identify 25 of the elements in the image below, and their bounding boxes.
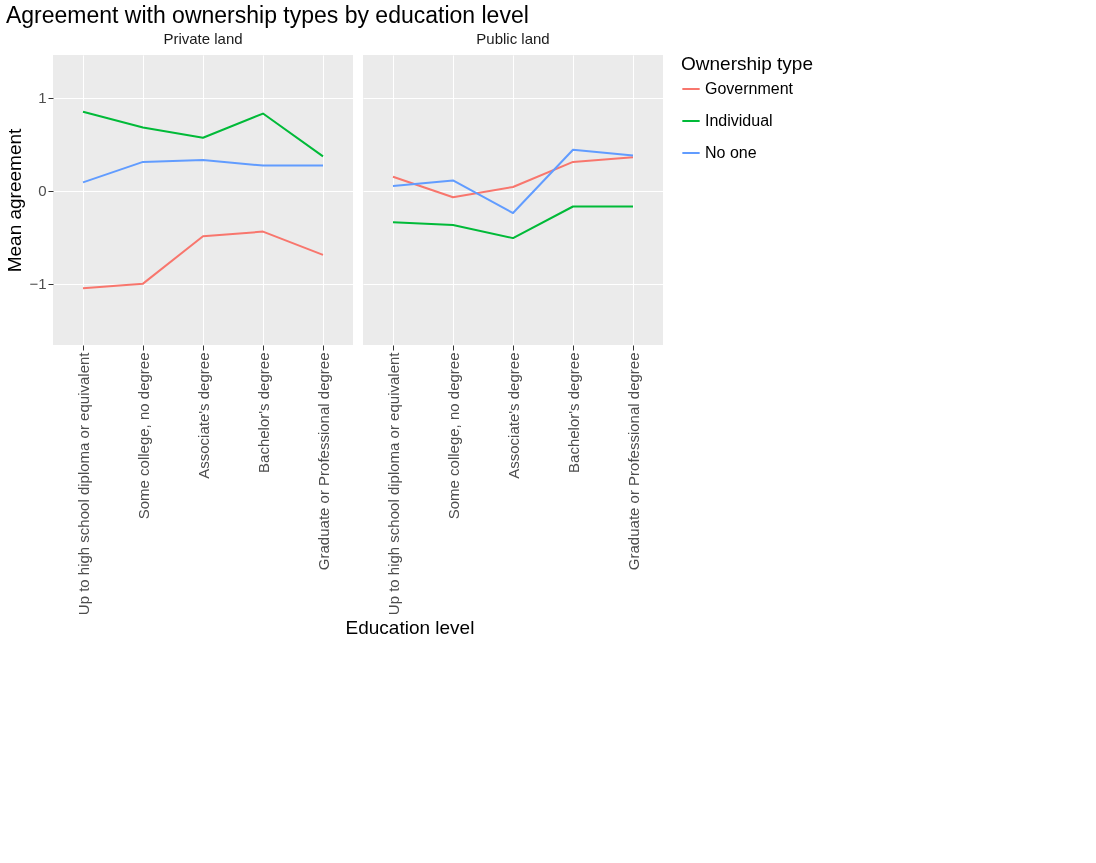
chart-title: Agreement with ownership types by education level (5, 2, 529, 28)
line-series (82, 230, 324, 290)
x-tick-label: Bachelor's degree (564, 352, 582, 473)
chart-subtitle: Private land (163, 30, 243, 47)
x-tick-label: Associate's degree (194, 352, 212, 479)
legend-title: Ownership type (681, 53, 814, 74)
x-tick-label: Graduate or Professional degree (314, 352, 332, 571)
line-series (82, 110, 324, 158)
x-tick-label: Associate's degree (504, 352, 522, 479)
y-axis-title: Mean agreement (4, 127, 26, 273)
x-tick-label: Bachelor's degree (254, 352, 272, 473)
legend-label: No one (705, 144, 757, 161)
x-tick-label: Up to high school diploma or equivalent (384, 351, 402, 616)
x-axis-title: Education level (345, 616, 475, 638)
y-tick-label: 0 (38, 182, 47, 200)
y-tick-label: −1 (29, 275, 47, 293)
x-tick-label: Some college, no degree (444, 352, 462, 520)
legend-label: Government (705, 80, 794, 97)
y-tick-label: 1 (38, 89, 47, 107)
line-series (82, 159, 324, 184)
x-tick-label: Graduate or Professional degree (624, 352, 642, 571)
legend-label: Individual (705, 112, 773, 129)
x-tick-label: Some college, no degree (134, 352, 152, 520)
x-tick-label: Up to high school diploma or equivalent (74, 351, 92, 616)
chart-subtitle: Public land (476, 30, 550, 47)
